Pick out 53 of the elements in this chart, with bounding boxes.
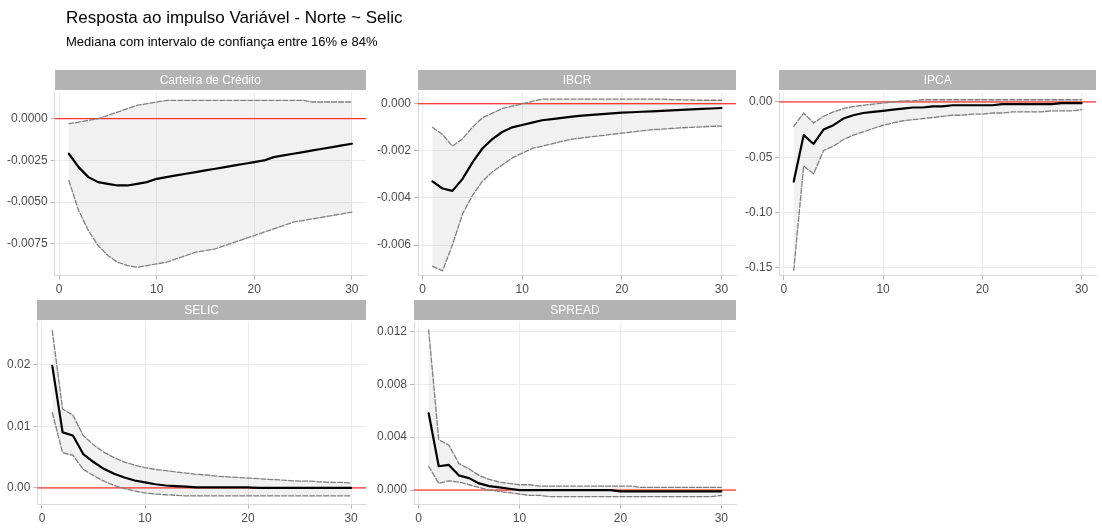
x-tick-label: 10 — [138, 511, 153, 526]
x-tick-label: 30 — [1074, 282, 1089, 297]
y-tick-label: 0.00 — [748, 94, 773, 109]
x-tick-label: 20 — [241, 511, 256, 526]
y-tick-label: -0.0050 — [7, 194, 49, 209]
x-tick-label: 10 — [512, 511, 527, 526]
x-tick-label: 20 — [975, 282, 990, 297]
y-tick-label: 0.008 — [377, 376, 408, 391]
chart-title: IBCR — [418, 70, 736, 90]
y-tick-label: -0.05 — [744, 149, 773, 164]
line-series — [51, 412, 352, 497]
x-tick-label: 30 — [714, 511, 729, 526]
y-tick-label: 0.000 — [380, 96, 412, 111]
y-tick-label: 0.012 — [377, 323, 408, 338]
y-tick-label: -0.0075 — [7, 236, 49, 251]
x-tick-label: 20 — [247, 282, 262, 297]
line-series — [68, 179, 353, 268]
y-tick-label: -0.006 — [376, 237, 412, 252]
y-tick-label: -0.0025 — [7, 152, 49, 167]
x-tick-label: 0 — [780, 282, 788, 297]
x-tick-label: 30 — [344, 511, 359, 526]
y-tick-label: -0.004 — [376, 190, 412, 205]
line-series — [431, 98, 723, 147]
y-tick-label: -0.10 — [744, 204, 773, 219]
y-tick-label: -0.002 — [376, 143, 412, 158]
x-tick-label: 10 — [515, 282, 530, 297]
y-tick-label: -0.15 — [744, 260, 773, 275]
y-tick-label: 0.0000 — [11, 111, 49, 126]
chart-title: SELIC — [37, 300, 366, 320]
x-tick-label: 20 — [613, 511, 628, 526]
y-tick-label: 0.02 — [7, 356, 31, 371]
x-tick-label: 0 — [55, 282, 63, 297]
y-tick-label: 0.000 — [377, 482, 408, 497]
chart-title: IPCA — [779, 70, 1096, 90]
y-tick-label: 0.01 — [7, 418, 31, 433]
chart-title: SPREAD — [414, 300, 736, 320]
text: Resposta ao impulso Variável - Norte ~ Selic — [66, 8, 403, 28]
y-tick-label: 0.004 — [377, 429, 408, 444]
x-tick-label: 0 — [419, 282, 427, 297]
text: Mediana com intervalo de confiança entre 16% e 84% — [66, 34, 379, 49]
line-series — [68, 99, 353, 125]
x-tick-label: 20 — [615, 282, 629, 297]
line-series — [431, 125, 723, 272]
y-tick-label: 0.00 — [7, 480, 31, 495]
line-series — [793, 99, 1083, 127]
x-tick-label: 30 — [345, 282, 359, 297]
x-tick-label: 10 — [150, 282, 164, 297]
x-tick-label: 10 — [876, 282, 891, 297]
x-tick-label: 0 — [38, 511, 46, 526]
chart-title: Carteira de Crédito — [54, 70, 366, 90]
x-tick-label: 30 — [714, 282, 729, 297]
line-series — [428, 465, 723, 498]
x-tick-label: 0 — [415, 511, 423, 526]
